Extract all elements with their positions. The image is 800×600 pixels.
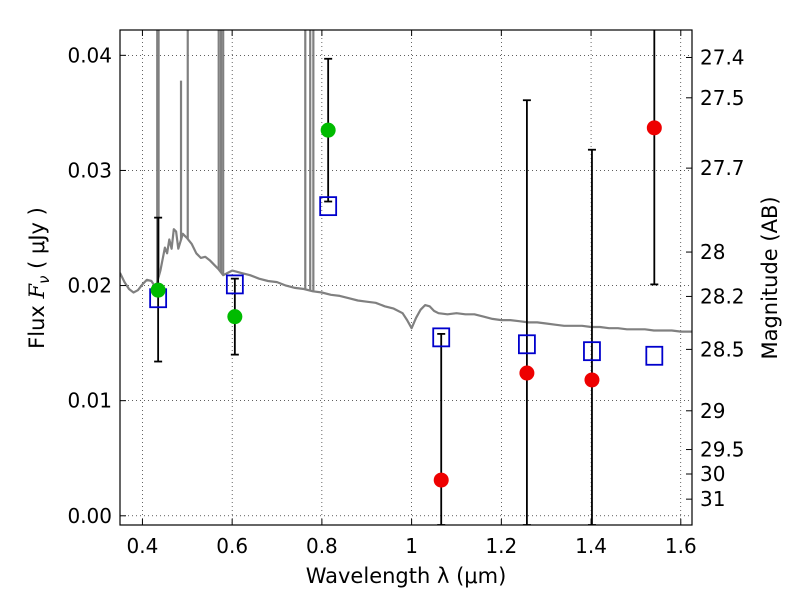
x-tick-label-5: 1.4 [575, 534, 607, 558]
y-tick-label-3: 0.03 [67, 158, 112, 182]
y-tick-label-4: 0.04 [67, 43, 112, 67]
y2-tick-label-1: 27.5 [700, 86, 745, 110]
red-point-2 [584, 372, 600, 388]
x-tick-label-6: 1.6 [665, 534, 697, 558]
box-point-4 [518, 334, 536, 355]
y2-axis-label: Magnitude (AB) [758, 196, 782, 359]
box-point-5 [583, 341, 601, 362]
green-point-1 [227, 309, 243, 325]
y2-tick-label-0: 27.4 [700, 45, 745, 69]
y2-tick-label-2: 27.7 [700, 156, 745, 180]
red-point-0 [433, 472, 449, 488]
green-point-0 [150, 282, 166, 298]
plot-area [120, 30, 692, 525]
y2-tick-label-5: 28.5 [700, 337, 745, 361]
x-tick-label-2: 0.8 [306, 534, 338, 558]
x-axis-label: Wavelength λ (μm) [306, 564, 507, 588]
box-point-2 [319, 196, 338, 217]
y2-tick-label-8: 30 [700, 462, 725, 486]
plot-background [120, 30, 692, 525]
y-axis-label-prefix: Flux [25, 299, 49, 349]
plot-frame [119, 29, 693, 526]
box-point-1 [225, 274, 244, 295]
ticks-group [120, 30, 692, 525]
x-tick-label-3: 1 [405, 534, 418, 558]
red-point-3 [646, 120, 662, 136]
y-tick-label-2: 0.02 [67, 274, 112, 298]
box-points-group [149, 196, 664, 366]
y2-tick-label-9: 31 [700, 487, 725, 511]
y2-tick-label-3: 28 [700, 240, 725, 264]
x-tick-label-0: 0.4 [127, 534, 159, 558]
x-tick-label-1: 0.6 [216, 534, 248, 558]
x-tick-label-4: 1.2 [485, 534, 517, 558]
y-tick-label-0: 0.00 [67, 504, 112, 528]
tick-labels-group: 0.4 0.6 0.8 1 1.2 1.4 1.6 0.00 0.01 0.02 0.03 0.04 2… [67, 43, 744, 558]
y2-tick-label-6: 29 [700, 399, 725, 423]
y2-tick-label-7: 29.5 [700, 438, 745, 462]
data-points-group [150, 120, 662, 488]
y-axis-label-suffix: ( μJy ) [25, 207, 49, 275]
model-spectrum-line [120, 228, 692, 333]
box-point-3 [432, 327, 451, 348]
y-axis-label-subscript: ν [35, 276, 53, 284]
red-point-1 [519, 365, 535, 381]
y2-tick-label-4: 28.2 [700, 284, 745, 308]
y-tick-label-1: 0.01 [67, 389, 112, 413]
green-point-2 [320, 122, 336, 138]
y-axis-label: Flux Fν ( μJy ) [25, 207, 53, 349]
box-point-6 [645, 345, 664, 366]
y-axis-label-symbol: F [25, 283, 49, 300]
